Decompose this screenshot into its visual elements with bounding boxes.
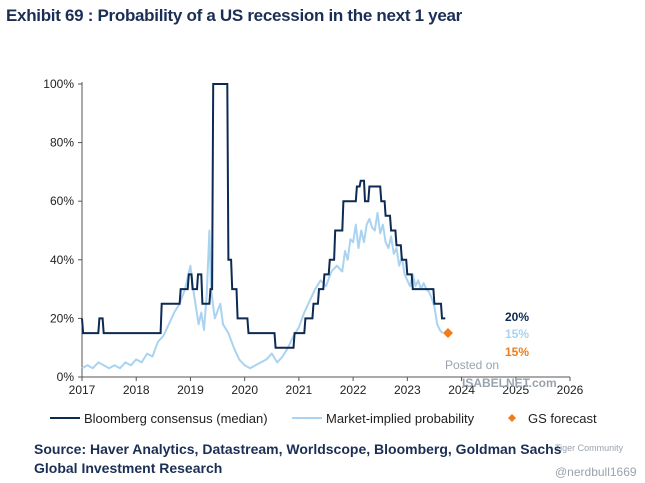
- x-tick-label: 2023: [394, 383, 421, 397]
- y-tick-label: 60%: [50, 194, 74, 208]
- source-note: Source: Haver Analytics, Datastream, Wor…: [34, 441, 562, 476]
- legend-swatch-forecast: [508, 414, 516, 422]
- end-label-forecast: 15%: [505, 345, 529, 359]
- x-tick-label: 2019: [177, 383, 204, 397]
- chart-title: Exhibit 69 : Probability of a US recessi…: [6, 6, 462, 25]
- legend: Bloomberg consensus (median) Market-impli…: [50, 411, 597, 426]
- x-tick-label: 2026: [557, 383, 584, 397]
- gs-forecast-marker: [443, 328, 453, 339]
- y-tick-label: 100%: [43, 77, 74, 91]
- x-tick-label: 2024: [448, 383, 475, 397]
- y-tick-label: 0%: [57, 370, 75, 384]
- watermark-site: ISABELNET.com: [462, 376, 557, 390]
- y-tick-label: 40%: [50, 253, 74, 267]
- watermark-posted-on: Posted on: [445, 358, 500, 372]
- x-tick-label: 2021: [286, 383, 313, 397]
- watermark-user: @nerdbull1669: [555, 465, 637, 479]
- y-tick-label: 80%: [50, 136, 74, 150]
- end-label-market: 15%: [505, 327, 529, 341]
- legend-label-consensus: Bloomberg consensus (median): [84, 411, 268, 426]
- end-label-consensus: 20%: [505, 310, 529, 324]
- watermark-community: Tiger Community: [555, 443, 624, 453]
- end-labels: 20% 15% 15%: [505, 310, 529, 359]
- series-bloomberg-consensus-line: [81, 83, 446, 349]
- x-tick-label: 2018: [123, 383, 150, 397]
- series-market-implied-line: [81, 211, 444, 370]
- x-tick-label: 2020: [231, 383, 258, 397]
- y-tick-label: 20%: [50, 311, 74, 325]
- plot-lines: [81, 83, 453, 370]
- legend-label-forecast: GS forecast: [528, 411, 597, 426]
- legend-label-market: Market-implied probability: [326, 411, 475, 426]
- x-tick-label: 2017: [69, 383, 96, 397]
- x-tick-label: 2025: [502, 383, 529, 397]
- axes: 0% 20% 40% 60% 80% 100% 2017 2018 2019 2020 2021 20…: [43, 77, 583, 397]
- x-tick-label: 2022: [340, 383, 367, 397]
